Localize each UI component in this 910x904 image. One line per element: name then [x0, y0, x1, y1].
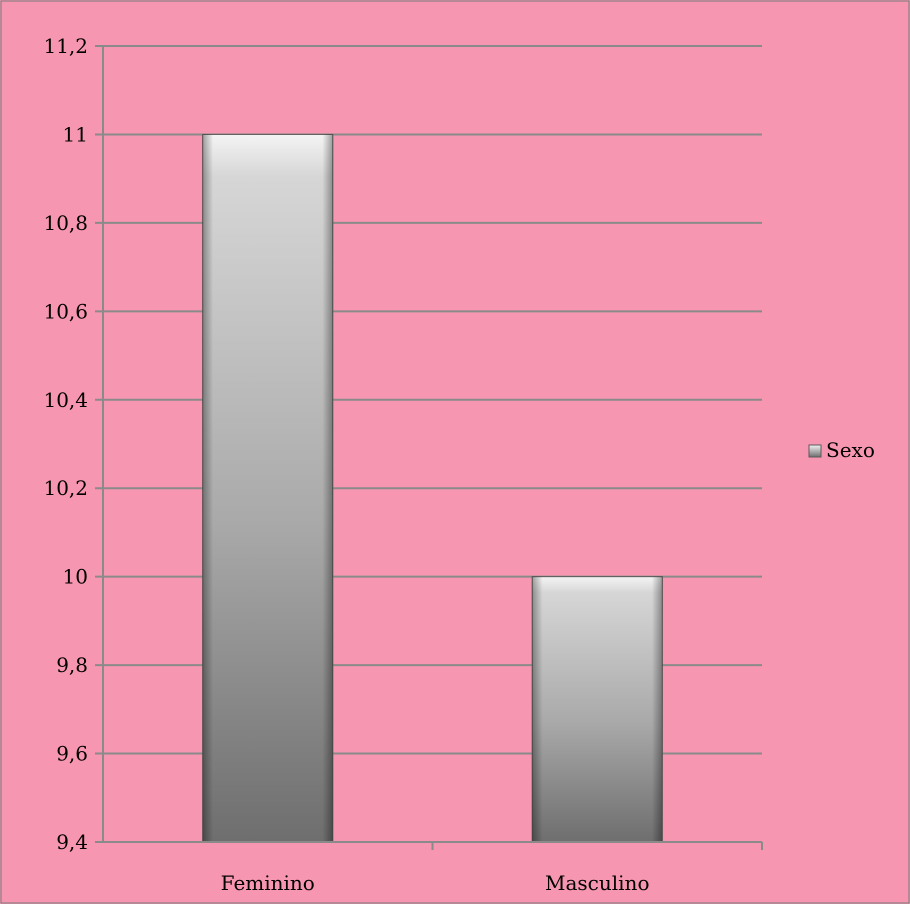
legend-swatch	[808, 444, 822, 458]
legend: Sexo	[808, 438, 875, 462]
axes	[95, 46, 763, 850]
legend-label: Sexo	[826, 438, 875, 462]
x-tick-labels: Feminino Masculino	[221, 871, 650, 895]
y-tick-label: 10,2	[43, 476, 88, 500]
y-tick-label: 11,2	[43, 34, 88, 58]
y-tick-label: 10,6	[43, 299, 88, 323]
y-tick-label: 11	[63, 122, 88, 146]
y-tick-label: 9,6	[56, 742, 88, 766]
y-tick-label: 10	[63, 565, 88, 589]
y-tick-label: 9,4	[56, 830, 88, 854]
bar-shading	[532, 576, 663, 842]
y-tick-label: 10,4	[43, 388, 88, 412]
x-tick-label: Masculino	[545, 871, 649, 895]
y-tick-label: 9,8	[56, 653, 88, 677]
bars	[202, 133, 663, 843]
y-tick-labels: 9,4 9,6 9,8 10 10,2 10,4 10,6 10,8 11 11,2	[43, 34, 88, 854]
y-tick-label: 10,8	[43, 211, 88, 235]
bar-shading	[202, 134, 333, 842]
x-tick-label: Feminino	[221, 871, 315, 895]
